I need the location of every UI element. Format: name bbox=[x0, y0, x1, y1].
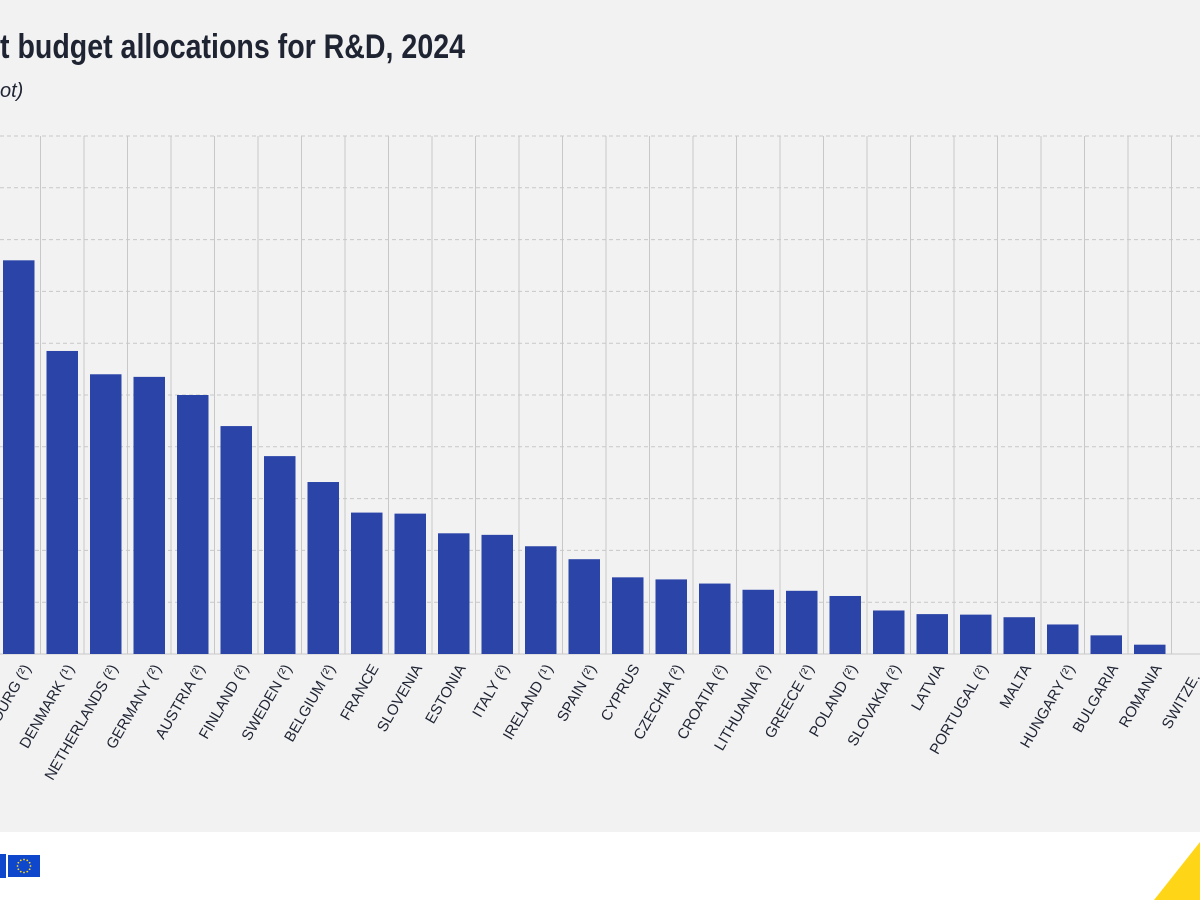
category-labels: …OURG (²)DENMARK (¹)NETHERLANDS (²)GERMA… bbox=[0, 661, 1200, 783]
eu-flag-icon bbox=[8, 855, 40, 877]
bar bbox=[829, 595, 861, 654]
eu-star bbox=[28, 868, 31, 871]
eu-star bbox=[23, 858, 25, 861]
bar bbox=[568, 559, 600, 654]
bar bbox=[1134, 644, 1166, 654]
eu-star bbox=[19, 870, 22, 873]
bar bbox=[1003, 617, 1035, 654]
bar bbox=[873, 610, 905, 654]
bar bbox=[699, 583, 731, 654]
category-label: CYPRUS bbox=[598, 661, 644, 724]
bar bbox=[220, 426, 252, 654]
category-label: FRANCE bbox=[337, 661, 383, 723]
eu-star bbox=[23, 871, 25, 874]
eu-star bbox=[16, 865, 19, 867]
eu-star bbox=[17, 868, 20, 871]
bar bbox=[525, 546, 557, 654]
bar bbox=[612, 577, 644, 654]
bar bbox=[90, 374, 122, 654]
category-label: ESTONIA bbox=[422, 661, 470, 726]
bar-chart: …OURG (²)DENMARK (¹)NETHERLANDS (²)GERMA… bbox=[0, 135, 1200, 783]
bar bbox=[916, 614, 948, 654]
bar bbox=[394, 513, 426, 654]
bar bbox=[133, 376, 165, 654]
bar bbox=[786, 590, 818, 654]
eu-star bbox=[26, 870, 29, 873]
bar bbox=[1047, 624, 1079, 654]
bar bbox=[1090, 635, 1122, 654]
bars bbox=[3, 260, 1166, 654]
category-label: MALTA bbox=[997, 661, 1036, 711]
chart-subtitle: ot) bbox=[0, 80, 24, 102]
bar bbox=[742, 589, 774, 654]
category-label: SWITZE… bbox=[1159, 661, 1200, 732]
eu-star bbox=[17, 861, 20, 864]
bar bbox=[264, 456, 296, 654]
category-label: LATVIA bbox=[908, 661, 948, 713]
category-label: SPAIN (²) bbox=[554, 661, 600, 724]
bar bbox=[655, 579, 687, 654]
bar bbox=[177, 395, 209, 654]
eu-star bbox=[28, 861, 31, 864]
eu-star bbox=[26, 859, 29, 862]
footer-logo-fragment bbox=[0, 854, 6, 878]
bar bbox=[960, 614, 992, 654]
bar bbox=[307, 482, 339, 654]
bar bbox=[351, 512, 383, 654]
bar bbox=[46, 350, 78, 654]
bar bbox=[3, 260, 35, 654]
bar bbox=[481, 534, 513, 654]
category-label: ROMANIA bbox=[1116, 661, 1166, 730]
category-label: BULGARIA bbox=[1069, 661, 1122, 735]
category-label: ITALY (²) bbox=[469, 661, 513, 720]
brand-corner-accent bbox=[1154, 842, 1200, 900]
eu-star bbox=[19, 859, 22, 862]
chart-title: t budget allocations for R&D, 2024 bbox=[0, 28, 465, 66]
footer-bar bbox=[0, 832, 1200, 900]
eu-star bbox=[29, 865, 32, 867]
category-label: SLOVENIA bbox=[374, 661, 426, 734]
bar bbox=[438, 533, 470, 654]
